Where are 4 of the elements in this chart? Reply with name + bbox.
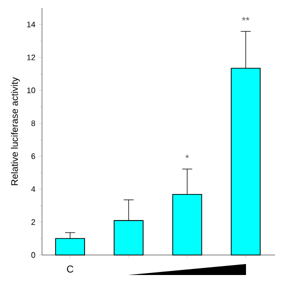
x-tick-label: C xyxy=(67,266,74,273)
y-axis-title: Relative luciferase activity xyxy=(10,77,20,186)
annotation: * xyxy=(185,154,189,158)
annotation: ** xyxy=(242,17,250,20)
